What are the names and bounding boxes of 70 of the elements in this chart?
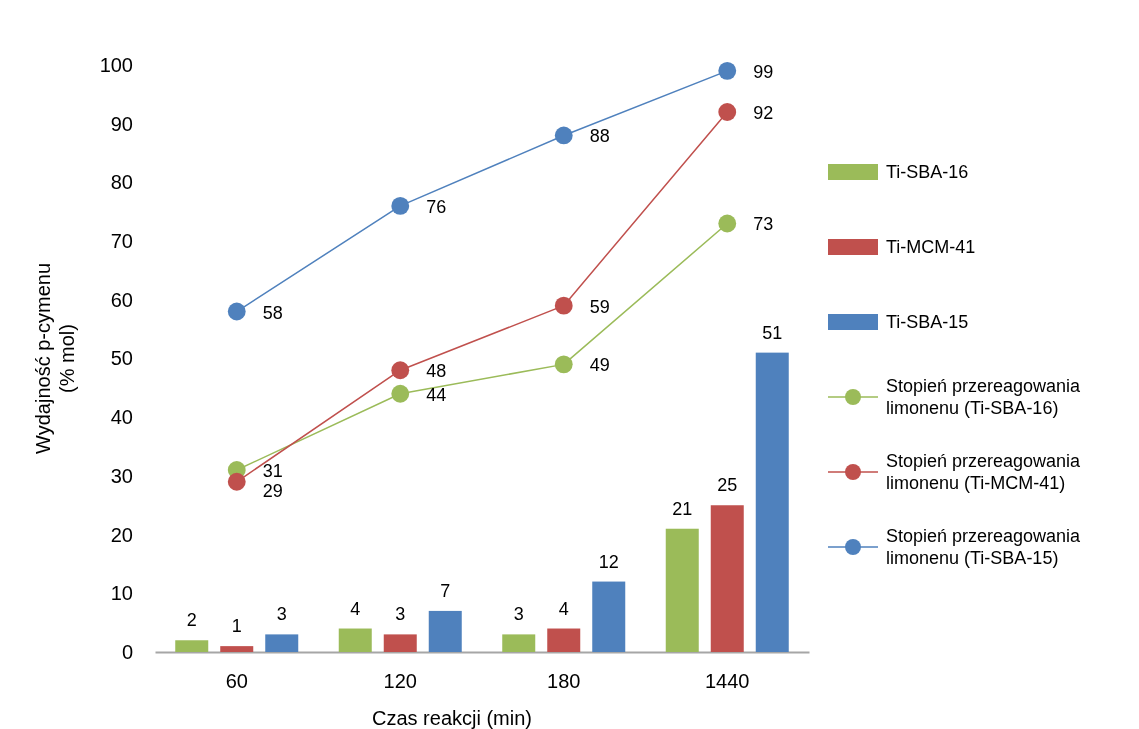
data-label: 59 xyxy=(589,296,610,317)
legend-label: Ti-MCM-41 xyxy=(886,237,976,257)
y-tick-label: 20 xyxy=(110,523,133,546)
data-label: 25 xyxy=(717,475,738,496)
data-label: 48 xyxy=(426,361,447,382)
bar xyxy=(710,505,744,652)
y-tick-label: 30 xyxy=(110,464,133,487)
bar xyxy=(547,628,581,652)
legend-label: Stopień przereagowania limonenu (Ti-SBA-16) xyxy=(886,376,1082,418)
x-axis-title: Czas reakcji (min) xyxy=(371,707,533,729)
y-tick-label: 10 xyxy=(110,582,133,605)
data-label: 88 xyxy=(589,126,610,147)
data-label: 2 xyxy=(186,610,197,631)
point xyxy=(391,196,410,215)
y-tick-label: 50 xyxy=(110,347,133,370)
data-label: 3 xyxy=(513,604,524,625)
bar xyxy=(220,646,254,652)
y-tick-label: 0 xyxy=(121,640,133,663)
point xyxy=(391,361,410,380)
data-label: 12 xyxy=(598,551,619,572)
data-label: 73 xyxy=(753,214,774,235)
x-tick-label: 180 xyxy=(547,670,581,693)
data-label: 29 xyxy=(262,481,283,502)
legend-label: Stopień przereagowania limonenu (Ti-MCM-41) xyxy=(886,451,1082,493)
point xyxy=(718,103,737,121)
bar xyxy=(175,640,209,652)
bar xyxy=(265,634,299,652)
y-tick-label: 100 xyxy=(99,53,133,76)
data-label: 51 xyxy=(762,322,783,343)
data-label: 31 xyxy=(262,461,283,482)
x-tick-label: 60 xyxy=(225,670,248,693)
data-label: 1 xyxy=(231,616,242,637)
y-tick-label: 90 xyxy=(110,112,133,135)
data-label: 99 xyxy=(753,61,774,82)
bar xyxy=(502,634,536,652)
bar xyxy=(665,528,699,652)
legend-label: Stopień przereagowania limonenu (Ti-SBA-15) xyxy=(886,526,1082,568)
data-label: 92 xyxy=(753,102,774,123)
data-label: 76 xyxy=(426,196,447,217)
data-label: 7 xyxy=(440,580,451,601)
bar xyxy=(755,352,789,652)
data-label: 49 xyxy=(589,355,610,376)
legend-label: Ti-SBA-15 xyxy=(886,312,969,332)
point xyxy=(554,296,573,315)
legend-label: Ti-SBA-16 xyxy=(886,162,969,182)
x-tick-label: 120 xyxy=(383,670,417,693)
bar xyxy=(338,628,372,652)
data-label: 21 xyxy=(672,498,693,519)
y-tick-label: 40 xyxy=(110,406,133,429)
point xyxy=(227,472,246,491)
point xyxy=(718,214,737,233)
point xyxy=(227,302,246,321)
data-label: 3 xyxy=(395,604,406,625)
point xyxy=(391,384,410,403)
bar xyxy=(383,634,417,652)
data-label: 58 xyxy=(262,302,283,323)
y-axis-title: Wydajność p-cymenu (% mol) xyxy=(32,262,78,455)
point xyxy=(554,126,573,145)
point xyxy=(554,355,573,374)
x-tick-label: 1440 xyxy=(705,670,750,693)
point xyxy=(718,61,737,80)
y-tick-label: 80 xyxy=(110,171,133,194)
y-tick-label: 60 xyxy=(110,288,133,311)
y-tick-label: 70 xyxy=(110,230,133,252)
data-label: 4 xyxy=(558,598,569,619)
bar xyxy=(592,581,626,652)
bar xyxy=(428,610,462,652)
data-label: 4 xyxy=(350,598,361,619)
data-label: 3 xyxy=(276,604,287,625)
data-label: 44 xyxy=(426,384,447,405)
